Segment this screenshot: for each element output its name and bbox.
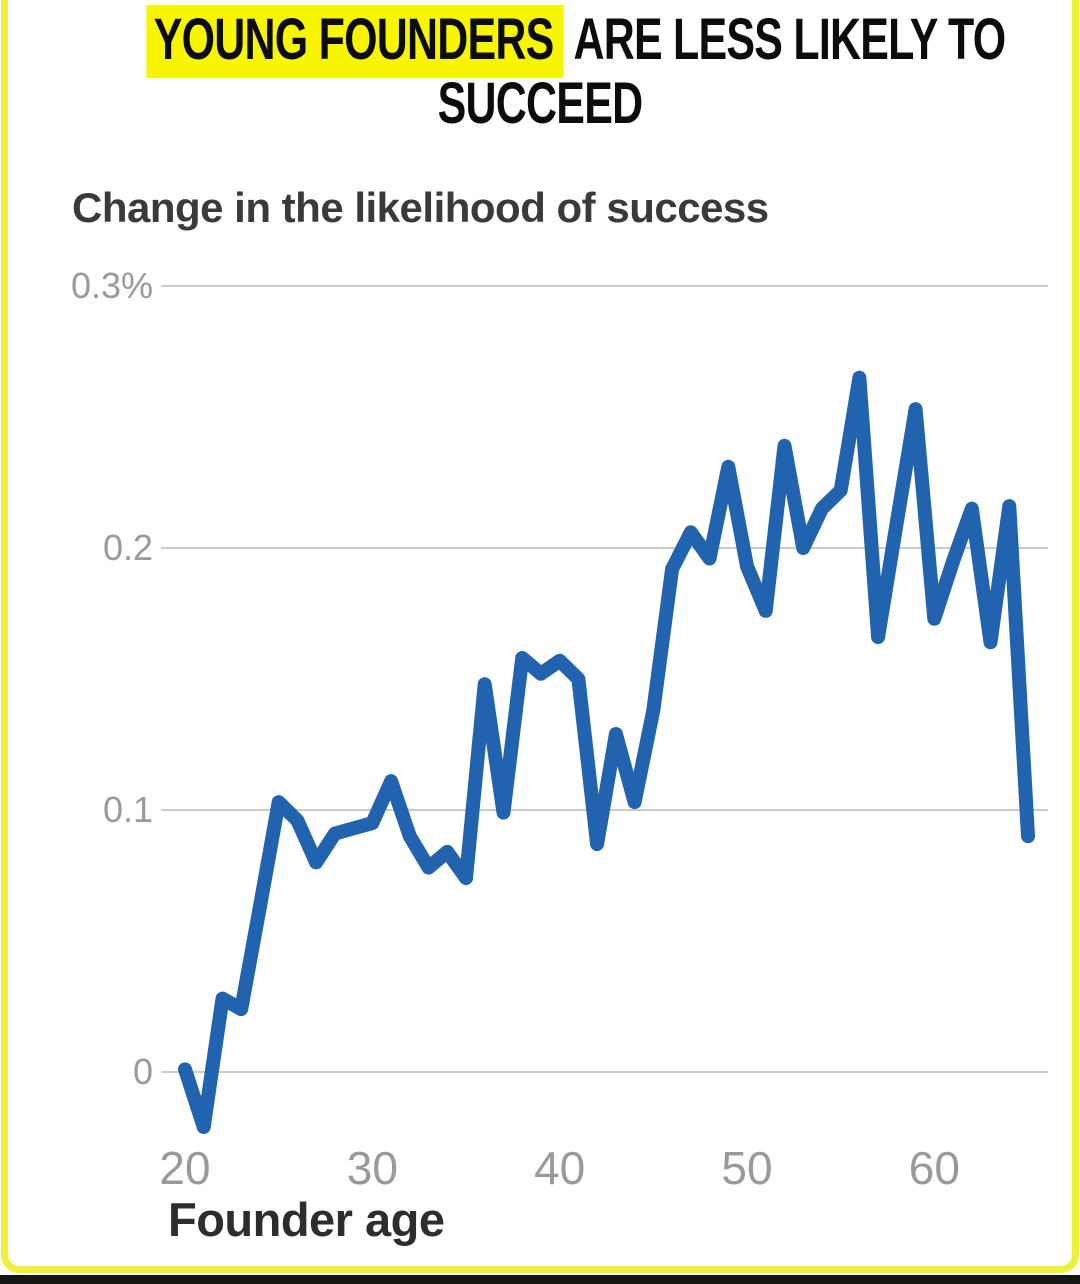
x-tick-40: 40: [534, 1142, 586, 1194]
chart-subtitle: Change in the likelihood of success: [72, 184, 769, 231]
chart-title: YOUNG FOUNDERS ARE LESS LIKELY TO SUCCEE…: [8, 5, 1072, 136]
y-tick-0.2: 0.2: [102, 527, 153, 568]
x-tick-50: 50: [721, 1142, 773, 1194]
success-likelihood-line: [178, 370, 1035, 1134]
title-line-1: YOUNG FOUNDERS ARE LESS LIKELY TO: [146, 5, 1006, 78]
y-tick-0: 0: [132, 1051, 153, 1092]
y-tick-0.3pct: 0.3%: [70, 265, 153, 306]
bottom-black-bar: [0, 1275, 1080, 1284]
x-tick-60: 60: [908, 1142, 960, 1194]
chart-plot: [161, 285, 1048, 1134]
y-tick-0.1: 0.1: [102, 789, 153, 830]
title-line-1-rest: ARE LESS LIKELY TO: [563, 7, 1006, 72]
x-tick-20: 20: [159, 1142, 211, 1194]
x-axis-title: Founder age: [168, 1193, 445, 1246]
title-highlight: YOUNG FOUNDERS: [146, 5, 564, 78]
chart-area: 0.3% 0.2 0.1 0 20 30 40 50 60 Founder ag…: [8, 0, 1072, 1266]
title-line-2: SUCCEED: [437, 71, 643, 136]
x-tick-30: 30: [346, 1142, 398, 1194]
